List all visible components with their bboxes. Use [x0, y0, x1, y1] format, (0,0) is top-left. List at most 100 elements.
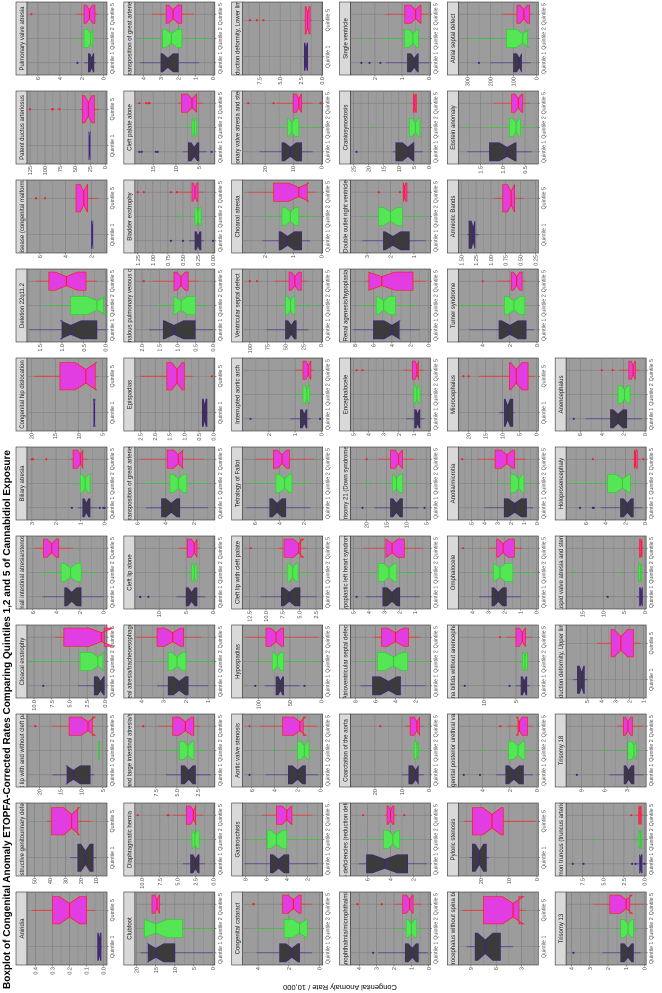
- box-quintile-1: [201, 398, 208, 427]
- notched-box: [403, 182, 408, 202]
- outlier-point: [51, 108, 54, 111]
- notched-box: [167, 676, 189, 696]
- box-quintile-1: [372, 943, 428, 963]
- y-tick-label: 3: [159, 77, 165, 80]
- facet-title: Reduction deformity, Lower limbs: [235, 0, 241, 83]
- y-tick-label: 3: [588, 967, 594, 970]
- outlier-point: [249, 547, 252, 550]
- x-tick-label: Quintile 1: [541, 586, 547, 608]
- box-quintile-2: [156, 296, 210, 315]
- notched-box: [172, 716, 195, 736]
- y-tick-label: 10: [174, 166, 180, 172]
- facet-panel: Cleft lip with and without cleft palate 5…: [15, 713, 116, 795]
- y-tick-label: 50: [288, 700, 294, 706]
- notched-box: [60, 563, 82, 582]
- notched-box: [404, 29, 419, 48]
- x-tick-label: Quintile 2: [434, 739, 440, 761]
- notched-box: [79, 652, 106, 671]
- box-quintile-5: [630, 805, 644, 825]
- box-quintile-5: [47, 807, 92, 836]
- facet-title: Microcephalus: [451, 375, 457, 414]
- x-tick-label: Quintile 1: [326, 853, 332, 875]
- y-tick-label: 0.0: [320, 77, 326, 85]
- y-tick-label: 4: [390, 344, 396, 347]
- outlier-point: [368, 61, 371, 64]
- notched-box: [273, 182, 310, 202]
- notched-box: [402, 894, 414, 914]
- x-tick-label: Quintile 1: [110, 402, 116, 424]
- y-tick-label: 5: [352, 433, 358, 436]
- y-tick-label: 2.5: [139, 433, 145, 441]
- box-quintile-2: [407, 741, 427, 760]
- x-tick-label: Quintile 5: [326, 448, 332, 470]
- y-tick-label: 5: [518, 433, 524, 436]
- box-quintile-5: [461, 449, 527, 469]
- y-tick-label: 2: [302, 522, 308, 525]
- notched-box: [503, 398, 514, 427]
- x-tick-label: Quintile 1: [218, 141, 224, 163]
- outlier-point: [461, 458, 464, 461]
- facet-panel: Cleft lip with cleft palate 2.5 5.0 7.5 10.0…: [231, 535, 332, 622]
- y-tick-label: 4: [483, 522, 489, 525]
- notched-box: [279, 943, 300, 963]
- notched-box: [186, 538, 198, 558]
- x-tick-label: Quintile 1: [434, 764, 440, 786]
- notched-box: [515, 716, 528, 736]
- y-tick-label: 6: [31, 611, 37, 614]
- x-tick-label: Quintile 2: [218, 116, 224, 138]
- facet-panel: Encephalocele 0 1 2 3 4 5 Quintile 1 Quintile 2 Q…: [339, 357, 440, 436]
- facet-title: Pulmonary valve atresia and stenosis: [235, 78, 241, 177]
- x-tick-label: Quintile 5: [541, 715, 547, 737]
- x-tick-label: Quintile 1: [218, 319, 224, 341]
- facet-title: Transposition of great arteries: [128, 444, 134, 523]
- y-tick-label: 0: [101, 611, 107, 614]
- notched-box: [620, 943, 634, 963]
- facet-panel: Obstructive genitourinary defects 10 20 30 4…: [15, 802, 116, 884]
- box-quintile-1: [42, 676, 105, 696]
- x-tick-label: Quintile 5: [218, 804, 224, 826]
- y-tick-label: 0: [427, 166, 433, 169]
- outlier-point: [461, 304, 464, 307]
- y-tick-label: 50: [284, 344, 290, 350]
- x-tick-label: Quintile 5: [218, 270, 224, 292]
- box-quintile-1: [246, 498, 311, 518]
- y-tick-label: 2: [508, 344, 514, 347]
- notched-box: [502, 184, 515, 213]
- facet-title: Holoprosencephaly: [559, 458, 565, 509]
- notched-box: [472, 807, 504, 836]
- y-tick-label: 2: [263, 255, 269, 258]
- y-tick-label: 2: [627, 700, 633, 703]
- y-tick-label: 25: [301, 344, 307, 350]
- x-tick-label: Quintile 5: [541, 626, 547, 648]
- x-tick-label: Quintile 5: [218, 537, 224, 559]
- x-tick-label: Quintile 2: [326, 561, 332, 583]
- box-quintile-2: [365, 563, 419, 582]
- y-tick-label: 0: [534, 77, 540, 80]
- y-tick-label: 15: [151, 166, 157, 172]
- x-tick-label: Quintile 1: [434, 586, 440, 608]
- notched-box: [162, 320, 196, 340]
- y-tick-label: 0: [535, 878, 541, 881]
- facet-panel: Turner syndrome 0 2 4 Quintile 1 Quintile 2 Qu…: [447, 268, 547, 347]
- box-quintile-5: [138, 93, 204, 113]
- x-tick-label: Quintile 2: [326, 294, 332, 316]
- y-tick-label: 0: [535, 789, 541, 792]
- facet-panel: Congenital posterior urethral valves 0 2 4 Q…: [447, 713, 547, 792]
- box-quintile-1: [606, 587, 644, 607]
- y-tick-label: 0.25: [196, 255, 202, 266]
- box-quintile-5: [254, 449, 315, 469]
- facet-panel: Holoprosencephaly 0 2 4 6 Quintile 1 Quintile …: [554, 446, 655, 525]
- y-tick-label: 2: [621, 433, 627, 436]
- y-tick-label: 10.0: [264, 611, 270, 622]
- outlier-point: [462, 547, 465, 550]
- box-quintile-5: [462, 896, 526, 925]
- box-quintile-1: [406, 409, 425, 429]
- notched-box: [375, 296, 396, 315]
- y-tick-label: 15: [385, 522, 391, 528]
- outlier-point: [166, 814, 169, 817]
- notched-box: [146, 943, 176, 963]
- outlier-point: [463, 684, 466, 687]
- outlier-point: [573, 571, 576, 574]
- facet-panel: Anencephalus 0 2 4 6 Quintile 1 Quintile 2 Quin…: [554, 357, 655, 436]
- x-tick-label: Quintile 5: [434, 448, 440, 470]
